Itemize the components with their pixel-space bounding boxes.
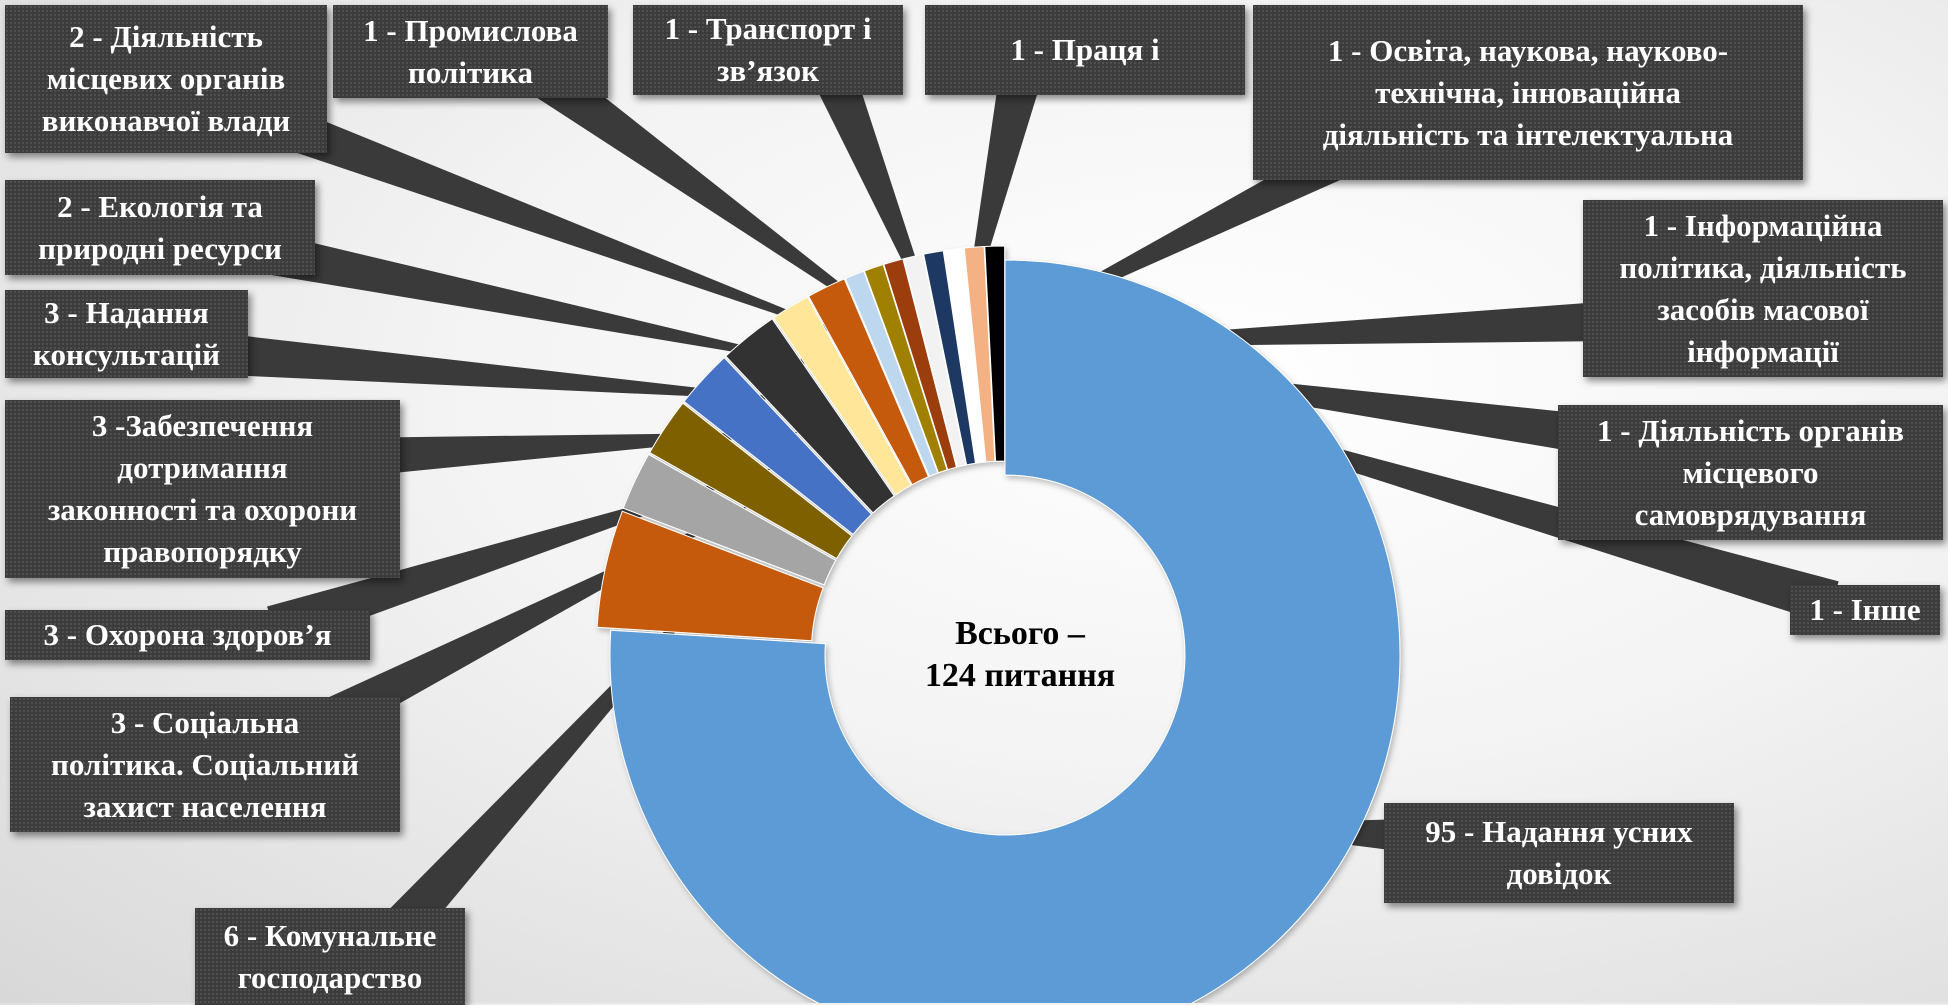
slice-діяльність-органів-13 [943,247,986,464]
slice-екологія-та-6 [772,296,912,496]
data-label-діяльність: 2 - Діяльність місцевих органів виконавч… [5,5,327,153]
data-label-забезпечення: 3 -Забезпечення дотримання законності та… [5,400,400,578]
slice-unlabeled-15 [984,245,1006,462]
slice-діяльність-7 [807,278,930,486]
leader-line-5 [180,329,823,402]
slice-надання-усних-0 [609,259,1401,1003]
donut-slices [596,245,1401,1003]
slice-праця-і-10 [883,258,958,471]
leader-line-7 [233,90,898,355]
data-label-надання: 3 - Надання консультацій [5,290,248,378]
donut-center-label: Всього – 124 питання [924,615,1116,694]
data-label-інформаційна: 1 - Інформаційна політика, діяльність за… [1583,200,1943,377]
data-label-охорона-здоров-я: 3 - Охорона здоров’я [5,610,370,660]
slice-охорона-здоров-я-3 [648,402,853,560]
slice-надання-5 [725,318,895,514]
slice-інше-14 [963,246,996,463]
leader-line-8 [521,51,925,351]
slice-транспорт-і-9 [863,263,948,474]
data-label-діяльність-органів: 1 - Діяльність органів місцевого самовря… [1558,405,1943,540]
slice-інформаційна-12 [923,250,977,466]
data-label-інше: 1 - Інше [1790,585,1940,635]
data-label-праця-і: 1 - Праця і [925,5,1245,95]
data-label-комунальне: 6 - Комунальне господарство [195,908,465,1005]
data-label-соціальна: 3 - Соціальна політика. Соціальний захис… [10,697,400,832]
slice-соціальна-2 [622,453,837,586]
slice-освіта-наукова-науково-11 [903,253,967,468]
data-label-транспорт-і: 1 - Транспорт і зв’язок [633,5,903,95]
slice-комунальне-1 [596,510,824,642]
data-label-промислова: 1 - Промислова політика [333,5,608,98]
leader-line-6 [228,224,856,372]
slice-забезпечення-4 [683,356,873,536]
data-label-надання-усних: 95 - Надання усних довідок [1384,803,1734,903]
data-label-освіта-наукова-науково: 1 - Освіта, наукова, науково- технічна, … [1253,5,1803,180]
slice-промислова-8 [844,270,939,477]
data-label-екологія-та: 2 - Екологія та природні ресурси [5,180,315,275]
